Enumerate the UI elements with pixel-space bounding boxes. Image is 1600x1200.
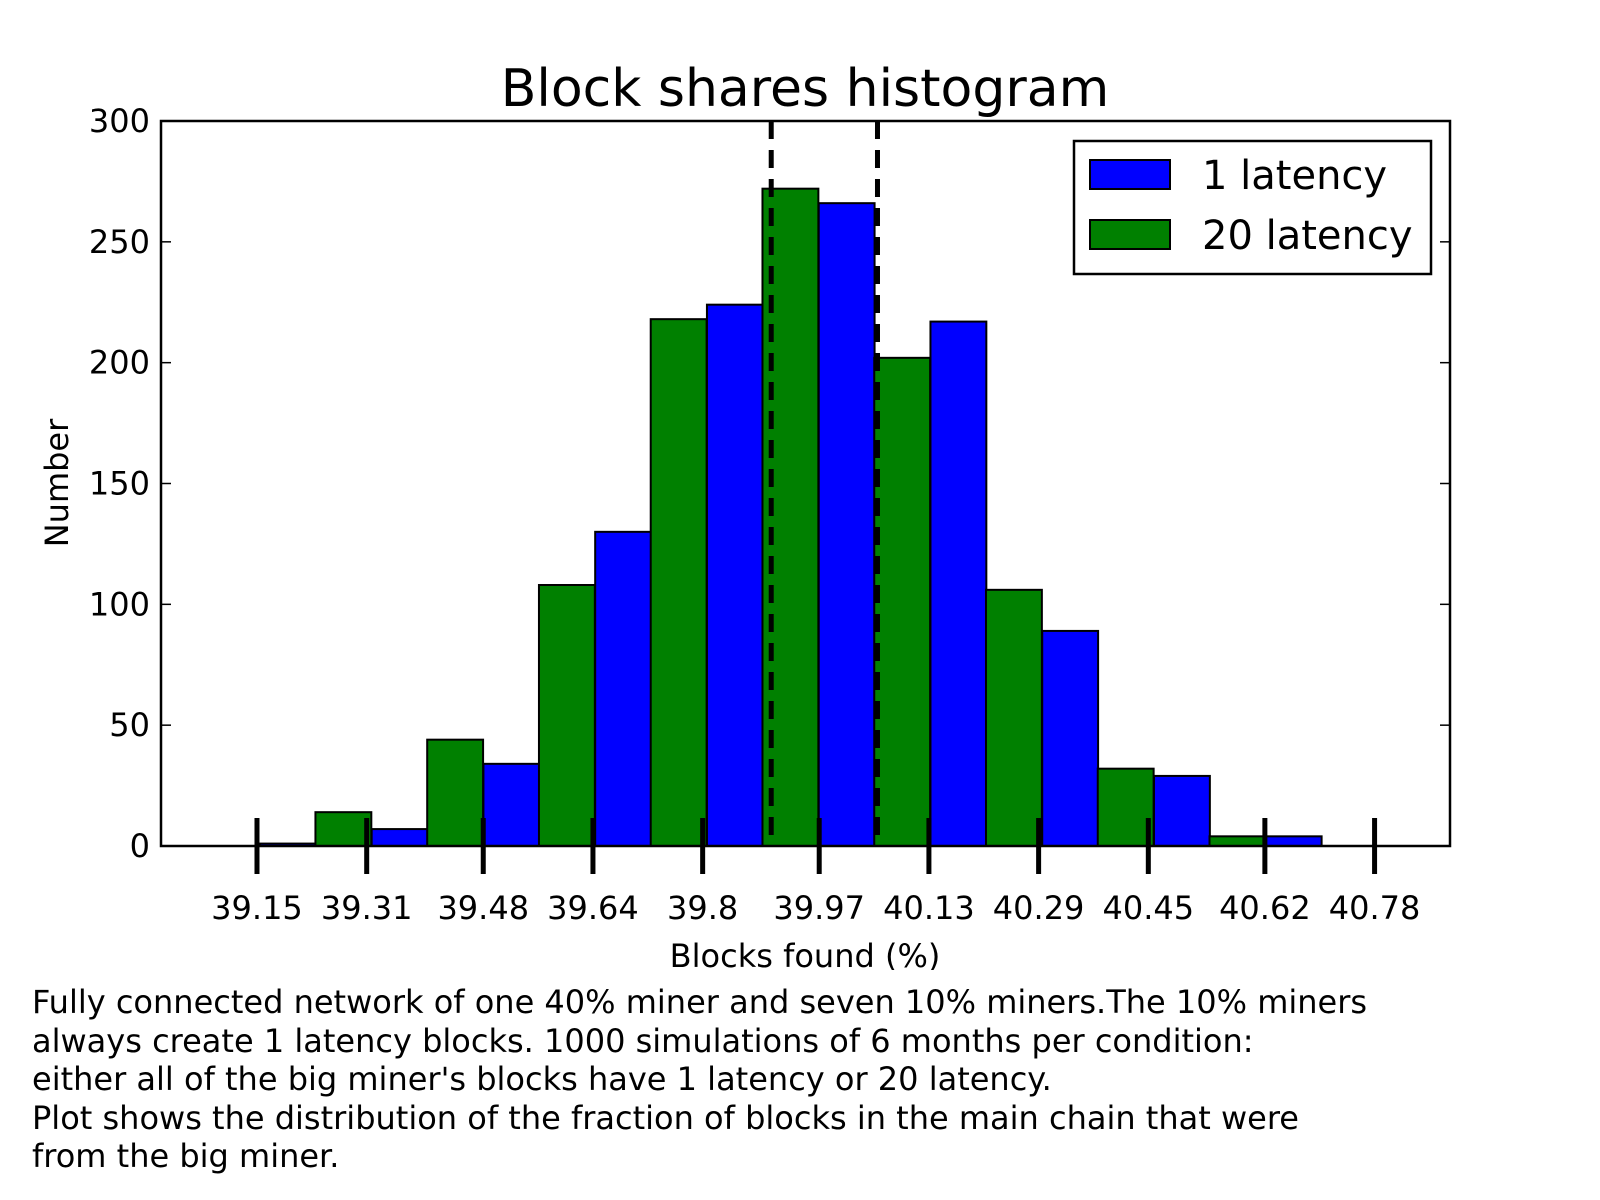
- figure-caption: Fully connected network of one 40% miner…: [32, 983, 1572, 1176]
- x-tick-label: 40.45: [1103, 889, 1195, 927]
- caption-line: Fully connected network of one 40% miner…: [32, 983, 1368, 1021]
- x-tick-label: 40.29: [993, 889, 1085, 927]
- bar-twenty-latency: [984, 588, 1043, 848]
- bar-twenty-latency: [314, 811, 373, 847]
- bar-twenty-latency: [1208, 835, 1267, 848]
- y-tick-label: 250: [89, 223, 150, 261]
- x-tick-label: 39.8: [667, 889, 738, 927]
- legend-label-1-latency: 1 latency: [1202, 153, 1387, 199]
- bar-one-latency: [370, 828, 429, 848]
- y-axis-label: Number: [38, 418, 76, 547]
- bar-twenty-latency: [873, 356, 932, 847]
- y-tick-label: 200: [89, 344, 150, 382]
- y-tick-label: 150: [89, 465, 150, 503]
- bar-twenty-latency: [537, 584, 596, 847]
- legend-label-20-latency: 20 latency: [1202, 213, 1413, 259]
- caption-line: from the big miner.: [32, 1137, 340, 1175]
- x-axis-label: Blocks found (%): [670, 937, 941, 970]
- chart-title: Block shares histogram: [501, 59, 1110, 119]
- bar-twenty-latency: [426, 738, 485, 847]
- x-tick-label: 40.13: [883, 889, 975, 927]
- y-tick-label: 50: [109, 706, 150, 744]
- y-tick-label: 0: [130, 827, 150, 865]
- x-tick-label: 39.97: [773, 889, 865, 927]
- x-tick-label: 39.31: [321, 889, 413, 927]
- bar-one-latency: [1041, 629, 1100, 847]
- bars-layer: [258, 187, 1323, 848]
- x-tick-label: 39.48: [437, 889, 529, 927]
- x-tick-label: 39.15: [211, 889, 303, 927]
- x-tick-label: 40.62: [1219, 889, 1311, 927]
- caption-line: Plot shows the distribution of the fract…: [32, 1098, 1299, 1137]
- y-axis: 0 50 100 150 200 250 300: [89, 102, 1450, 865]
- bar-one-latency: [929, 320, 988, 847]
- y-tick-label: 100: [89, 585, 150, 623]
- legend: 1 latency 20 latency: [1072, 139, 1433, 276]
- y-tick-label: 300: [89, 102, 150, 140]
- x-tick-label: 40.78: [1329, 889, 1421, 927]
- caption-line: always create 1 latency blocks. 1000 sim…: [32, 1021, 1254, 1060]
- reference-lines-layer: [768, 121, 880, 846]
- bar-one-latency: [594, 530, 653, 848]
- bar-one-latency: [817, 202, 876, 848]
- bar-one-latency: [1264, 835, 1323, 848]
- x-axis: 39.15 39.31 39.48 39.64 39.8 39.97 40.13 40.29 4…: [211, 818, 1420, 927]
- caption-line: either all of the big miner's blocks hav…: [32, 1060, 1052, 1098]
- bar-twenty-latency: [1096, 767, 1155, 847]
- bar-one-latency: [1152, 774, 1211, 847]
- legend-swatch-20-latency: [1089, 219, 1171, 250]
- x-tick-label: 39.64: [547, 889, 639, 927]
- bar-one-latency: [482, 762, 541, 848]
- bar-one-latency: [705, 303, 764, 848]
- bar-twenty-latency: [649, 318, 708, 848]
- legend-swatch-1-latency: [1089, 159, 1171, 190]
